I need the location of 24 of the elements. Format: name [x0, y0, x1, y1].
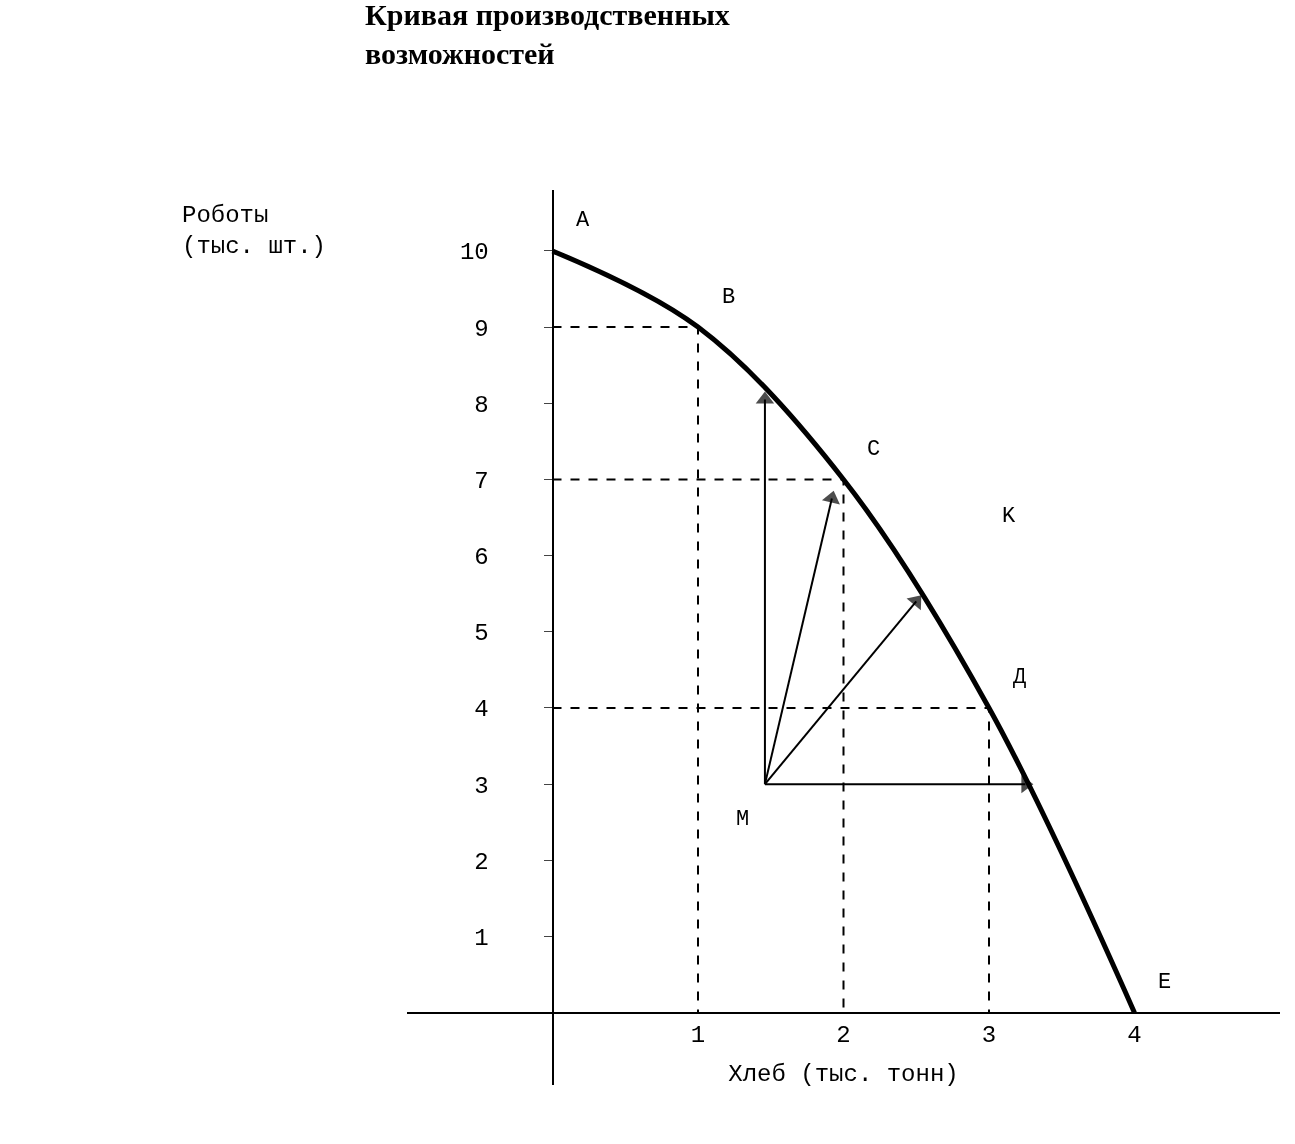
- annotation: Д: [1013, 665, 1027, 690]
- annotation: C: [867, 437, 881, 462]
- annotation: A: [576, 208, 590, 233]
- x-tick-label: 3: [981, 1022, 997, 1050]
- annotation: B: [722, 285, 736, 310]
- y-tick-label: 10: [459, 239, 489, 267]
- y-tick-label: 5: [474, 620, 489, 648]
- y-tick-label: 9: [474, 315, 489, 343]
- x-axis-title: Хлеб (тыс. тонн): [728, 1061, 959, 1089]
- x-tick-label: 1: [690, 1022, 706, 1050]
- y-tick-label: 4: [474, 696, 489, 724]
- y-tick-label: 7: [474, 467, 489, 495]
- chart-title: Кривая производственных возможностей: [365, 0, 730, 70]
- y-tick-label: 2: [474, 848, 489, 876]
- annotation: M: [736, 807, 750, 832]
- y-tick-label: 6: [474, 544, 489, 572]
- annotation: K: [1002, 504, 1016, 529]
- y-tick-label: 1: [474, 924, 489, 952]
- annotation: E: [1158, 970, 1172, 995]
- x-tick-label: 4: [1127, 1022, 1142, 1050]
- y-tick-label: 8: [474, 391, 489, 419]
- x-tick-label: 2: [836, 1022, 851, 1050]
- y-tick-label: 3: [474, 772, 489, 800]
- y-axis-title: Роботы (тыс. шт.): [182, 202, 327, 261]
